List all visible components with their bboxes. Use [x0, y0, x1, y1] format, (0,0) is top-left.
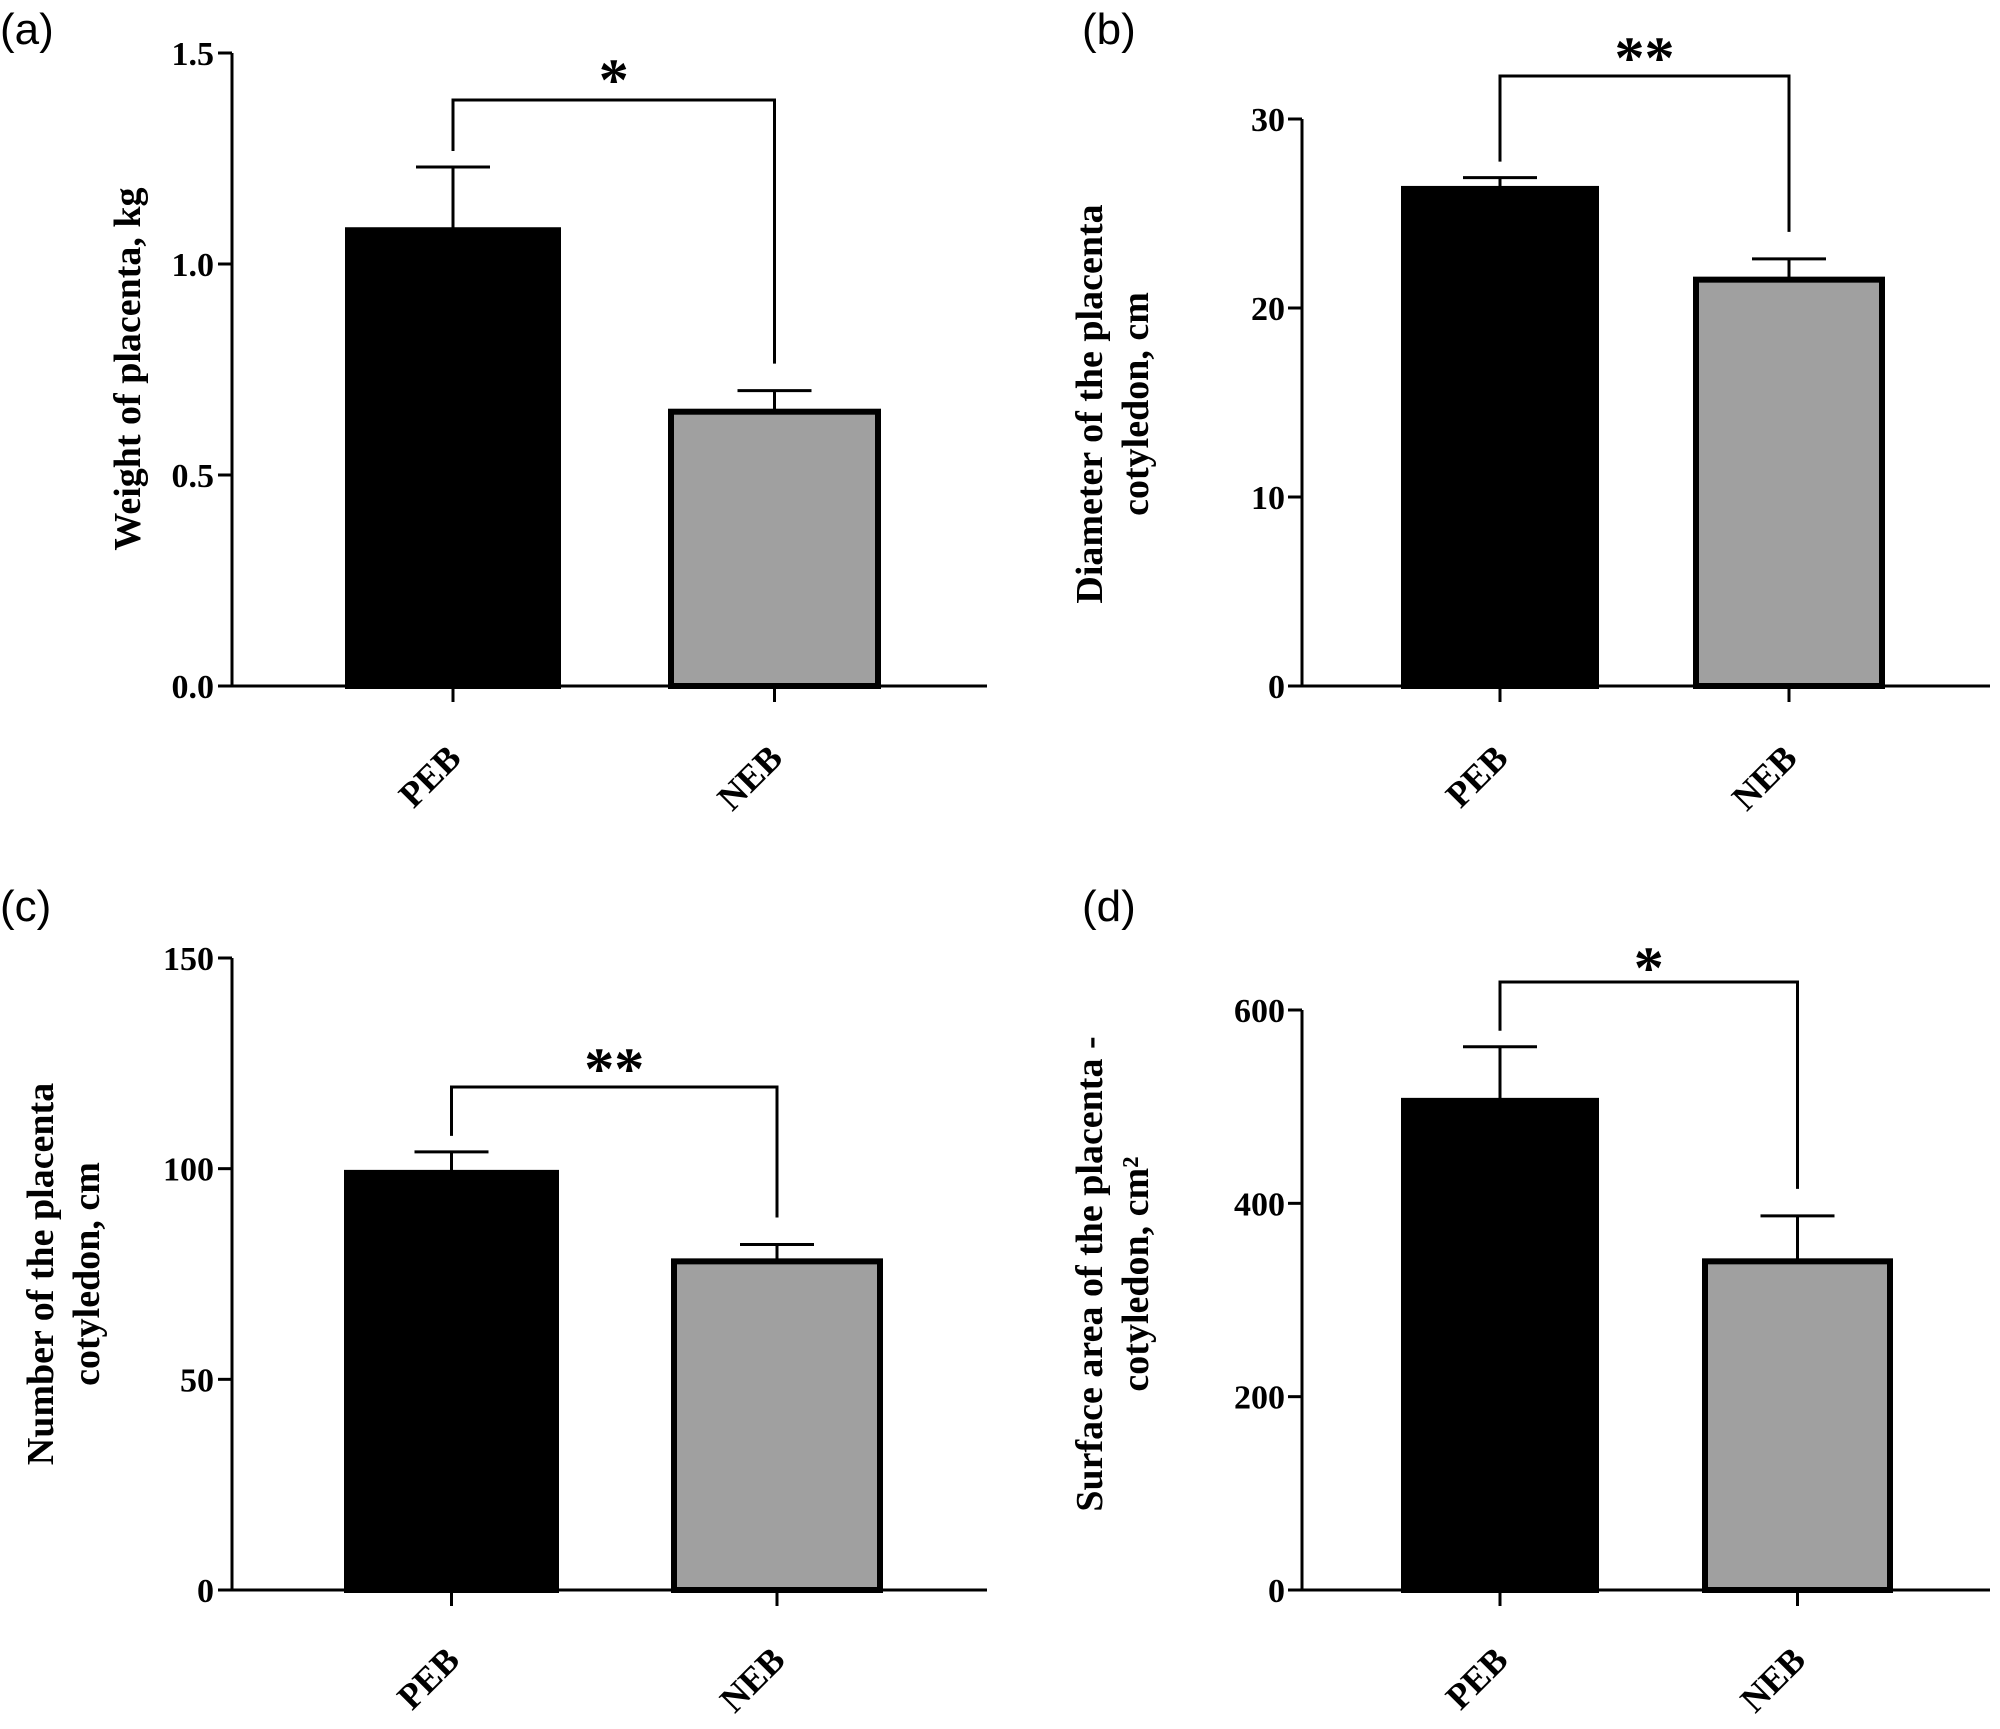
- y-tick-label: 100: [163, 1152, 214, 1189]
- y-axis-title-line: cotyledon, cm²: [1115, 1156, 1157, 1391]
- bar-neb: [1702, 1258, 1893, 1594]
- bar-peb: [345, 227, 561, 690]
- bar-neb: [671, 1258, 883, 1593]
- significance-marker: *: [599, 47, 629, 113]
- significance-bracket: [1498, 980, 1799, 1189]
- y-axis-title-line: Surface area of the placenta -: [1069, 1036, 1111, 1511]
- y-tick-label: 10: [1251, 480, 1285, 517]
- x-tick-label-peb: PEB: [1438, 737, 1516, 815]
- y-tick-label: 0: [197, 1573, 214, 1610]
- significance-marker: **: [584, 1036, 644, 1102]
- y-tick-label: 400: [1234, 1186, 1285, 1223]
- y-tick-label: 1.5: [172, 36, 215, 73]
- panel-letter: (b): [1082, 5, 1136, 54]
- y-tick-label: 0: [1268, 1573, 1285, 1610]
- y-axis-title-line: cotyledon, cm: [66, 1162, 108, 1386]
- x-tick-label-neb: NEB: [1733, 1639, 1814, 1720]
- panel-letter: (a): [0, 5, 54, 54]
- significance-bracket: [1498, 74, 1791, 232]
- panel-letter: (c): [0, 882, 51, 931]
- y-tick-label: 20: [1251, 291, 1285, 328]
- y-tick-label: 1.0: [172, 247, 215, 284]
- bar-neb: [668, 408, 881, 689]
- chart-panel-3: (c) 0 50 100 150 PEB NEB ** Number of the placen…: [0, 882, 987, 1720]
- significance-marker: *: [1634, 935, 1664, 1001]
- x-tick-label-neb: NEB: [712, 1639, 793, 1720]
- panel-letter: (d): [1082, 882, 1136, 931]
- x-tick-label-neb: NEB: [710, 737, 791, 818]
- y-axis-title: Diameter of the placenta cotyledon, cm: [1069, 204, 1157, 603]
- bar-peb: [1401, 185, 1599, 689]
- x-tick-label-neb: NEB: [1724, 737, 1805, 818]
- x-tick-label-peb: PEB: [391, 737, 469, 815]
- chart-panel-2: (b) 0 10 20 30 PEB NEB ** Diameter of the placen…: [1069, 5, 1990, 818]
- significance-bracket: [451, 98, 776, 364]
- y-axis-title-line: cotyledon, cm: [1115, 292, 1157, 516]
- y-axis-title-line: Diameter of the placenta: [1069, 204, 1111, 603]
- y-tick-label: 30: [1251, 102, 1285, 139]
- bar-peb: [344, 1169, 559, 1593]
- significance-marker: **: [1615, 25, 1675, 91]
- y-axis-title: Surface area of the placenta - cotyledon,…: [1069, 1036, 1157, 1511]
- y-tick-label: 0.5: [172, 458, 215, 495]
- bar-peb: [1401, 1097, 1599, 1594]
- x-tick-label-peb: PEB: [1438, 1639, 1516, 1717]
- chart-panel-1: (a) 0.0 0.5 1.0 1.5 PEB NEB * Weight of placenta…: [0, 5, 987, 818]
- bar-neb: [1693, 276, 1885, 689]
- x-tick-label-peb: PEB: [389, 1639, 467, 1717]
- y-tick-label: 50: [180, 1362, 214, 1399]
- y-tick-label: 150: [163, 941, 214, 978]
- y-tick-label: 200: [1234, 1380, 1285, 1417]
- y-axis-title: Weight of placenta, kg: [107, 187, 149, 550]
- y-tick-label: 0: [1268, 669, 1285, 706]
- y-tick-label: 0.0: [172, 669, 215, 706]
- y-tick-label: 600: [1234, 993, 1285, 1030]
- y-axis-title-line: Number of the placenta: [20, 1083, 62, 1465]
- significance-bracket: [450, 1085, 779, 1218]
- y-axis-title-line: Weight of placenta, kg: [107, 187, 149, 550]
- y-axis-title: Number of the placenta cotyledon, cm: [20, 1083, 108, 1465]
- chart-panel-4: (d) 0 200 400 600 PEB NEB * Surface area of the …: [1069, 882, 1990, 1720]
